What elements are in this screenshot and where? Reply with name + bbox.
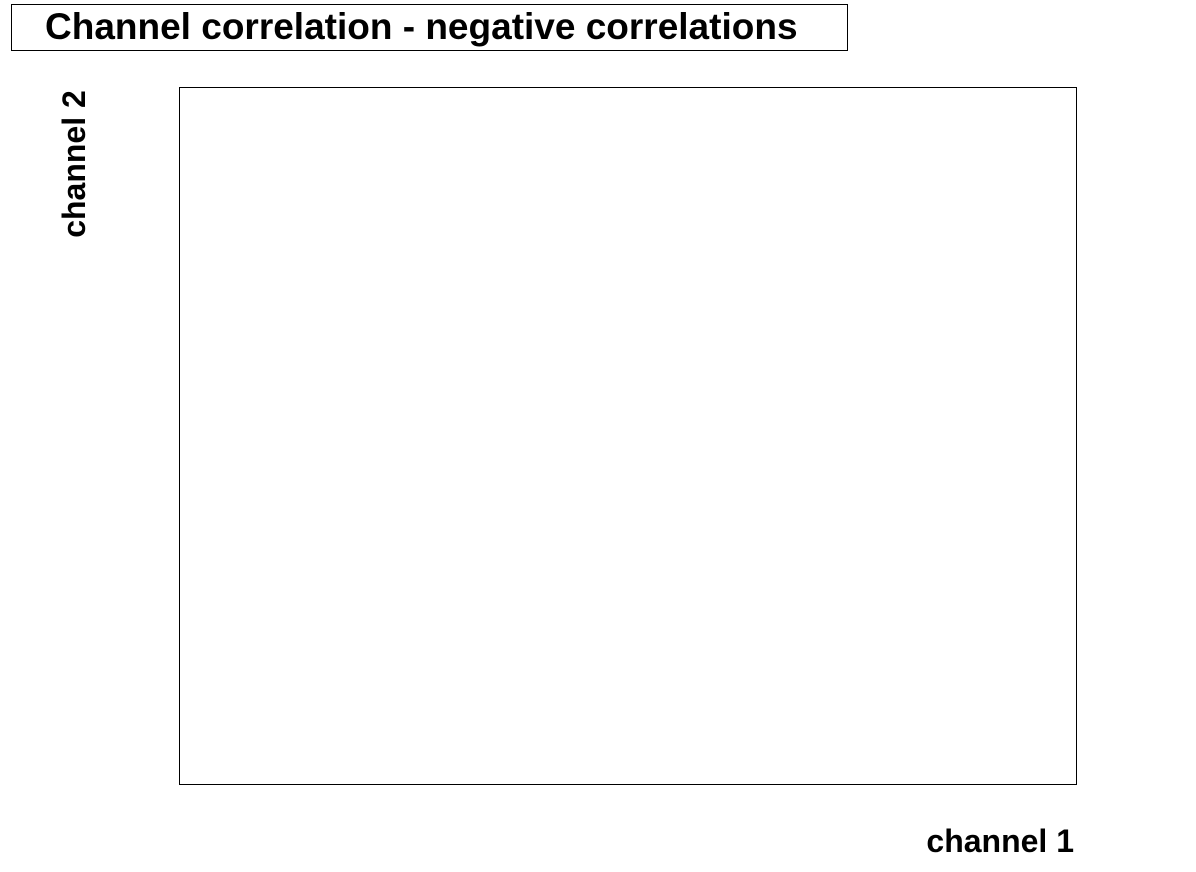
chart-title: Channel correlation - negative correlati… bbox=[45, 6, 798, 47]
plot-frame bbox=[179, 87, 1077, 785]
chart-title-box: Channel correlation - negative correlati… bbox=[11, 4, 848, 51]
x-axis-label: channel 1 bbox=[926, 823, 1074, 859]
